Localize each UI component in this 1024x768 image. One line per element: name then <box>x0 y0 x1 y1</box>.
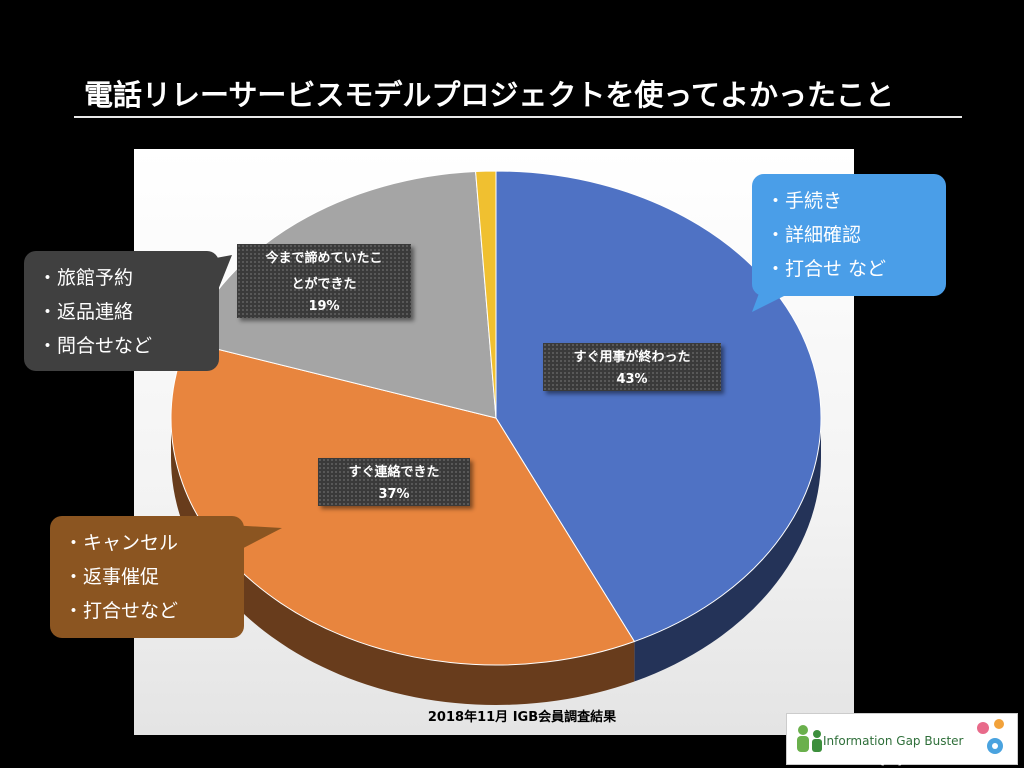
slice-label-37-value: 37% <box>378 487 410 502</box>
slice-label-19-text-1: 今まで諦めていたこ <box>265 251 383 266</box>
title-underline <box>74 116 962 118</box>
callout-blue-item-1: ・手続き <box>766 190 843 212</box>
pie-slice-side-1 <box>171 418 635 706</box>
slice-label-19-value: 19% <box>308 299 340 314</box>
logo-mascot-icon <box>977 719 1004 754</box>
slice-label-19: 今まで諦めていたこ とができた 19% <box>237 244 411 318</box>
slice-label-19-text-2: とができた <box>291 277 357 292</box>
pie-slice-0 <box>495 170 822 643</box>
copyright: (C) 2011 IGB <box>878 748 992 767</box>
slide-title: 電話リレーサービスモデルプロジェクトを使ってよかったこと <box>84 78 894 112</box>
slice-label-43-text: すぐ用事が終わった <box>573 350 691 365</box>
slice-label-43-value: 43% <box>616 372 648 387</box>
pie-slice-side-0 <box>634 418 821 682</box>
callout-blue: ・手続き ・詳細確認 ・打合せ など <box>752 174 946 296</box>
callout-blue-item-2: ・詳細確認 <box>766 224 862 246</box>
callout-blue-item-3: ・打合せ など <box>766 258 887 280</box>
pie-slice-3 <box>475 170 497 419</box>
callout-dark-item-1: ・旅館予約 <box>38 267 134 289</box>
callout-brown-item-2: ・返事催促 <box>64 566 160 588</box>
igb-logo: Information Gap Buster <box>786 713 1018 765</box>
logo-text: Information Gap Buster <box>823 734 964 748</box>
callout-brown-item-3: ・打合せなど <box>64 600 179 622</box>
logo-people-icon <box>797 725 822 752</box>
callout-dark-item-3: ・問合せなど <box>38 335 153 357</box>
callout-brown: ・キャンセル ・返事催促 ・打合せなど <box>50 516 244 638</box>
callout-brown-item-1: ・キャンセル <box>64 532 179 554</box>
callout-dark-item-2: ・返品連絡 <box>38 301 134 323</box>
slice-label-43: すぐ用事が終わった 43% <box>543 343 721 391</box>
callout-dark: ・旅館予約 ・返品連絡 ・問合せなど <box>24 251 219 371</box>
slice-label-37-text: すぐ連絡できた <box>348 465 440 480</box>
chart-source: 2018年11月 IGB会員調査結果 <box>427 710 617 725</box>
slice-label-37: すぐ連絡できた 37% <box>318 458 470 506</box>
